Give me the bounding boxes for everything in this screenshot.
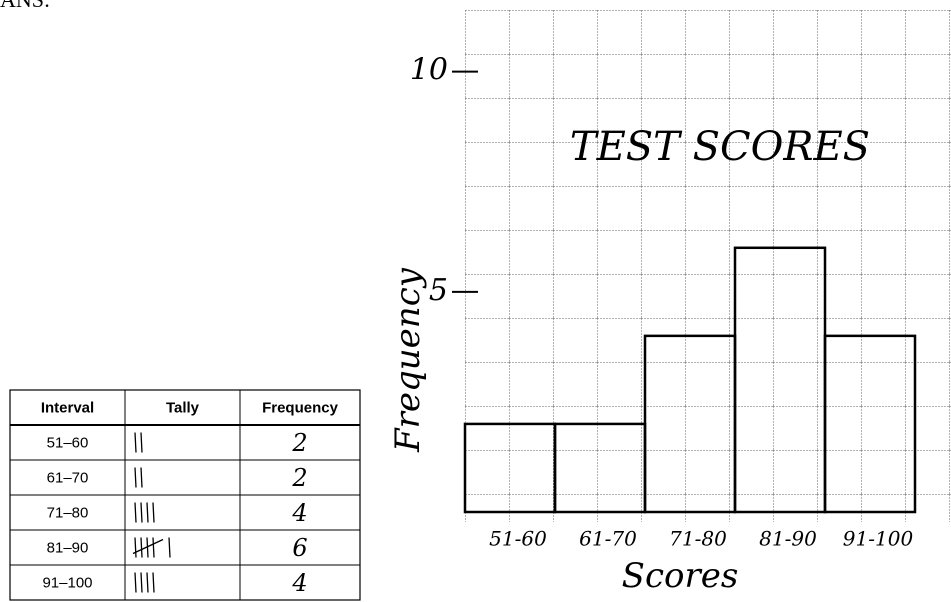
frequency-cell: 4 (291, 569, 307, 597)
interval-cell: 61–70 (47, 469, 89, 486)
tally-marks (132, 537, 171, 558)
frequency-cell: 6 (292, 534, 307, 562)
x-tick-label: 71-80 (669, 527, 727, 551)
tally-marks (134, 572, 155, 593)
column-header: Frequency (262, 399, 339, 416)
column-header: Interval (41, 399, 94, 416)
graph-paper (465, 10, 951, 522)
frequency-cell: 2 (291, 429, 307, 457)
interval-cell: 71–80 (47, 504, 89, 521)
answer-label: ANS: (0, 0, 50, 12)
tally-marks (134, 467, 143, 488)
x-tick-label: 91-100 (843, 527, 914, 551)
bar (823, 334, 917, 514)
column-header: Tally (166, 399, 200, 416)
interval-cell: 81–90 (47, 539, 89, 556)
frequency-table: Interval Tally Frequency 51–60 2 61–70 2 71–80 4… (9, 389, 361, 601)
histogram: TEST SCORES Scores Frequency 5 10 51-60 61-70 7… (388, 53, 917, 596)
y-tick-label: 5 (429, 273, 448, 308)
x-tick-label: 81-90 (759, 527, 817, 551)
interval-cell: 91–100 (42, 574, 92, 591)
y-axis-label: Frequency (388, 267, 428, 453)
tally-marks (134, 502, 155, 523)
x-axis-label: Scores (622, 556, 739, 596)
frequency-cell: 4 (291, 499, 307, 527)
y-tick-label: 10 (410, 53, 448, 88)
tally-marks (134, 432, 143, 453)
x-tick-label: 61-70 (579, 527, 637, 551)
frequency-cell: 2 (291, 464, 307, 492)
interval-cell: 51–60 (47, 434, 89, 451)
chart-title: TEST SCORES (570, 124, 870, 170)
x-tick-label: 51-60 (489, 527, 547, 551)
